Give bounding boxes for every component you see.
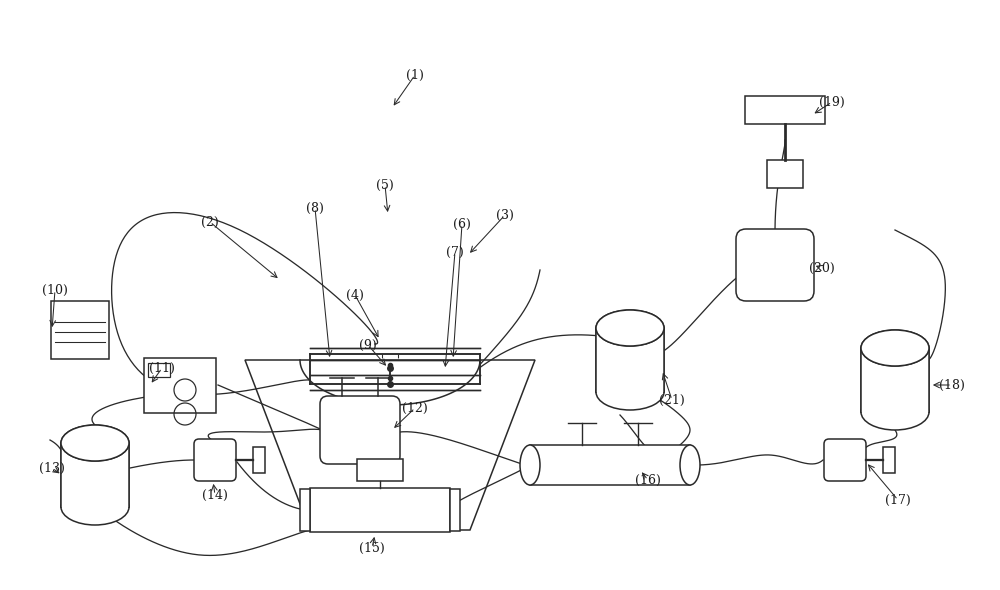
Ellipse shape xyxy=(61,425,129,461)
Text: (4): (4) xyxy=(346,289,364,301)
Ellipse shape xyxy=(596,310,664,346)
Ellipse shape xyxy=(520,445,540,485)
Bar xyxy=(51,301,109,359)
Bar xyxy=(767,160,803,188)
Text: (17): (17) xyxy=(885,493,911,506)
FancyBboxPatch shape xyxy=(824,439,866,481)
Bar xyxy=(310,354,480,384)
Text: (3): (3) xyxy=(496,208,514,221)
FancyBboxPatch shape xyxy=(194,439,236,481)
Text: (20): (20) xyxy=(809,261,835,274)
Bar xyxy=(300,489,310,531)
Ellipse shape xyxy=(861,330,929,366)
FancyBboxPatch shape xyxy=(736,229,814,301)
Ellipse shape xyxy=(861,330,929,366)
Text: (2): (2) xyxy=(201,215,219,228)
Text: (7): (7) xyxy=(446,245,464,258)
FancyBboxPatch shape xyxy=(596,328,664,392)
Bar xyxy=(745,96,825,124)
Ellipse shape xyxy=(596,374,664,410)
Bar xyxy=(253,447,265,473)
Text: (16): (16) xyxy=(635,474,661,487)
FancyBboxPatch shape xyxy=(861,348,929,412)
Bar xyxy=(530,445,690,485)
Ellipse shape xyxy=(61,425,129,461)
Bar xyxy=(148,363,170,377)
Text: (13): (13) xyxy=(39,461,65,474)
Text: (5): (5) xyxy=(376,179,394,192)
Text: (6): (6) xyxy=(453,218,471,231)
Bar xyxy=(883,447,895,473)
Bar xyxy=(144,358,216,412)
Text: (11): (11) xyxy=(149,362,175,375)
Ellipse shape xyxy=(596,310,664,346)
Text: (9): (9) xyxy=(359,339,377,352)
Text: (18): (18) xyxy=(939,379,965,392)
Text: (10): (10) xyxy=(42,284,68,297)
Ellipse shape xyxy=(61,489,129,525)
FancyBboxPatch shape xyxy=(61,443,129,507)
Text: (14): (14) xyxy=(202,489,228,502)
FancyBboxPatch shape xyxy=(320,396,400,464)
Ellipse shape xyxy=(861,394,929,430)
Text: (15): (15) xyxy=(359,542,385,555)
Bar xyxy=(310,488,450,532)
Bar xyxy=(357,459,403,481)
Bar xyxy=(450,489,460,531)
Text: (12): (12) xyxy=(402,402,428,415)
Text: (21): (21) xyxy=(659,394,685,407)
Text: (19): (19) xyxy=(819,96,845,109)
Text: (8): (8) xyxy=(306,202,324,215)
Text: (1): (1) xyxy=(406,68,424,81)
Ellipse shape xyxy=(680,445,700,485)
